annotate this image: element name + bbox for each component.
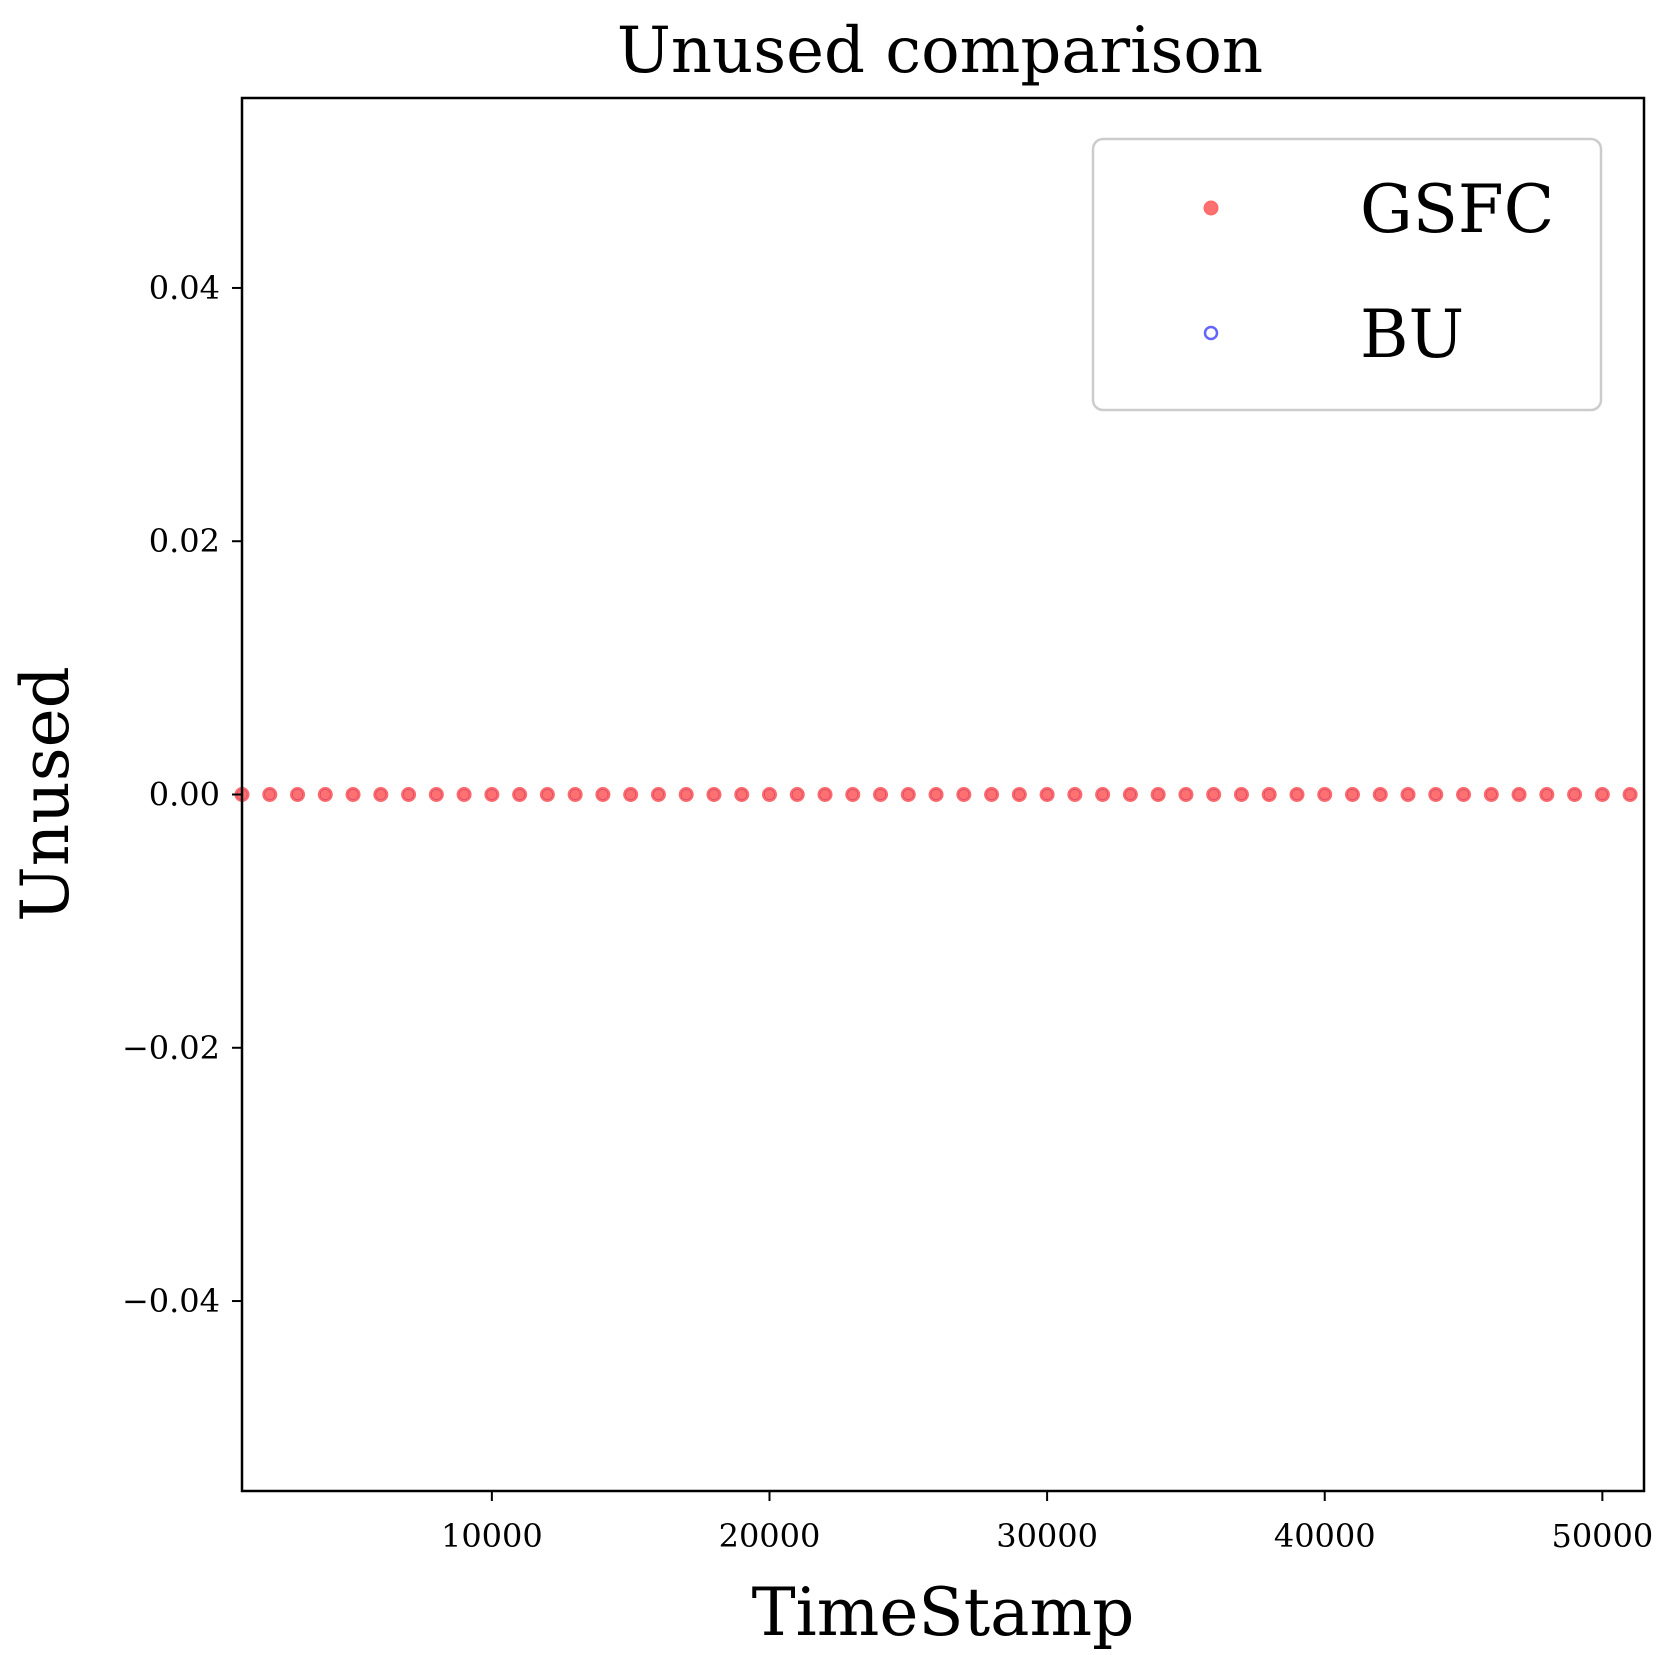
x-tick-label: 10000 — [441, 1517, 543, 1555]
y-tick-label: 0.04 — [149, 269, 220, 307]
gsfc-point — [761, 787, 777, 802]
gsfc-point — [262, 787, 278, 802]
y-tick-label: −0.02 — [122, 1029, 220, 1067]
gsfc-point — [512, 787, 528, 802]
gsfc-point — [1483, 787, 1499, 802]
gsfc-point — [734, 787, 750, 802]
legend-marker-bu — [1203, 325, 1219, 341]
gsfc-point — [345, 787, 361, 802]
x-tick-label: 50000 — [1551, 1517, 1653, 1555]
gsfc-point — [1067, 787, 1083, 802]
gsfc-point — [623, 787, 639, 802]
gsfc-point — [1150, 787, 1166, 802]
gsfc-point — [1039, 787, 1055, 802]
y-tick-label: −0.04 — [122, 1282, 220, 1320]
legend: GSFC BU — [1091, 137, 1603, 412]
gsfc-point — [1122, 787, 1138, 802]
x-tick-label: 40000 — [1274, 1517, 1376, 1555]
gsfc-point — [595, 787, 611, 802]
gsfc-point — [1428, 787, 1444, 802]
gsfc-point — [956, 787, 972, 802]
gsfc-point — [567, 787, 583, 802]
y-axis-label: Unused — [7, 666, 84, 922]
legend-label: GSFC — [1360, 171, 1554, 248]
gsfc-point — [817, 787, 833, 802]
gsfc-point — [1261, 787, 1277, 802]
gsfc-point — [1289, 787, 1305, 802]
x-axis-label: TimeStamp — [752, 1574, 1135, 1651]
gsfc-point — [678, 787, 694, 802]
gsfc-point — [1594, 787, 1610, 802]
gsfc-point — [845, 787, 861, 802]
chart-title: Unused comparison — [617, 14, 1263, 88]
x-tick-label: 20000 — [719, 1517, 821, 1555]
gsfc-point — [1011, 787, 1027, 802]
legend-label: BU — [1360, 296, 1464, 373]
legend-box — [1091, 137, 1603, 412]
gsfc-point — [456, 787, 472, 802]
gsfc-point — [789, 787, 805, 802]
gsfc-point — [373, 787, 389, 802]
gsfc-point — [1456, 787, 1472, 802]
x-tick-label: 30000 — [996, 1517, 1098, 1555]
gsfc-point — [1344, 787, 1360, 802]
gsfc-point — [484, 787, 500, 802]
gsfc-point — [706, 787, 722, 802]
gsfc-point — [428, 787, 444, 802]
gsfc-point — [650, 787, 666, 802]
gsfc-point — [1095, 787, 1111, 802]
gsfc-point — [290, 787, 306, 802]
gsfc-point — [401, 787, 417, 802]
y-tick-label: 0.00 — [149, 776, 220, 814]
gsfc-point — [1539, 787, 1555, 802]
y-axis: −0.04 −0.02 0.00 0.02 0.04 — [122, 269, 242, 1320]
gsfc-point — [984, 787, 1000, 802]
gsfc-point — [1233, 787, 1249, 802]
gsfc-point — [928, 787, 944, 802]
gsfc-point — [1567, 787, 1583, 802]
gsfc-point — [1372, 787, 1388, 802]
gsfc-point — [1511, 787, 1527, 802]
gsfc-point — [873, 787, 889, 802]
gsfc-point — [317, 787, 333, 802]
gsfc-point — [1400, 787, 1416, 802]
x-axis: 10000 20000 30000 40000 50000 — [441, 1491, 1653, 1555]
gsfc-point — [1178, 787, 1194, 802]
plot-area — [234, 787, 1638, 802]
gsfc-point — [539, 787, 555, 802]
y-tick-label: 0.02 — [149, 522, 220, 560]
gsfc-point — [1622, 787, 1638, 802]
gsfc-point — [1206, 787, 1222, 802]
gsfc-point — [900, 787, 916, 802]
legend-marker-gsfc — [1203, 200, 1219, 216]
gsfc-point — [1317, 787, 1333, 802]
